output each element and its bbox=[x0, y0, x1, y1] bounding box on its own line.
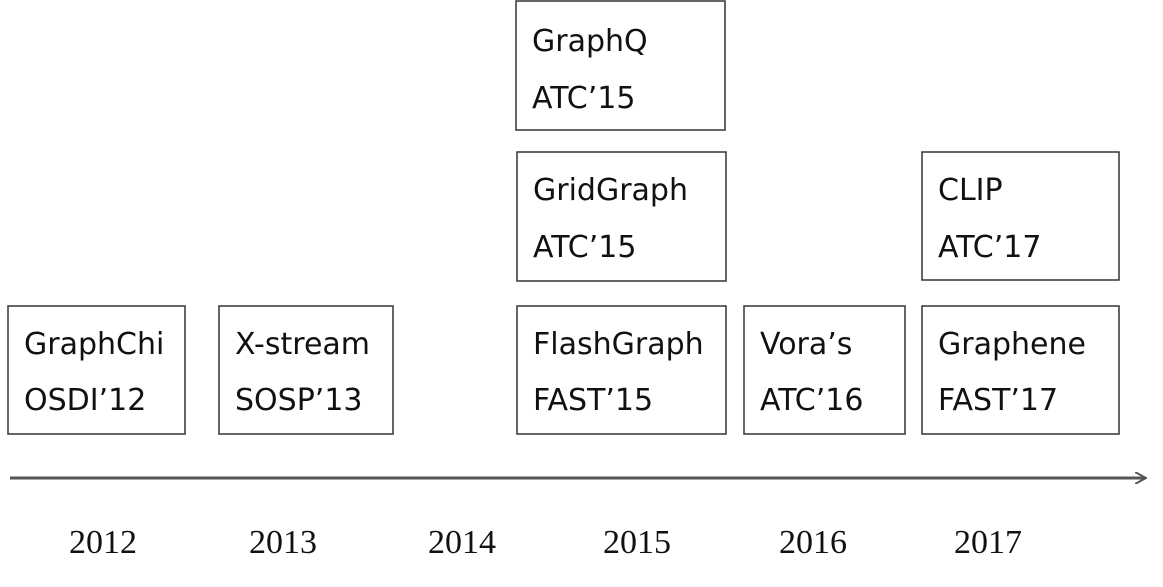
year-label: 2015 bbox=[603, 524, 671, 561]
paper-venue: ATC’16 bbox=[760, 383, 863, 418]
paper-box: X-stream SOSP’13 bbox=[218, 305, 394, 435]
paper-name: Vora’s bbox=[760, 327, 852, 362]
paper-box: FlashGraph FAST’15 bbox=[516, 305, 727, 435]
paper-name: Graphene bbox=[938, 327, 1086, 362]
paper-venue: ATC’17 bbox=[938, 230, 1041, 265]
paper-venue: SOSP’13 bbox=[235, 383, 363, 418]
paper-box: GraphQ ATC’15 bbox=[515, 0, 726, 131]
box-frame bbox=[743, 305, 906, 435]
year-label: 2013 bbox=[249, 524, 317, 561]
paper-name: FlashGraph bbox=[533, 327, 704, 362]
paper-venue: FAST’15 bbox=[533, 383, 653, 418]
paper-name: CLIP bbox=[938, 173, 1003, 208]
year-label: 2012 bbox=[69, 524, 137, 561]
paper-name: GraphQ bbox=[532, 24, 648, 59]
paper-name: GraphChi bbox=[24, 327, 164, 362]
paper-venue: OSDI’12 bbox=[24, 383, 146, 418]
box-frame bbox=[921, 305, 1120, 435]
paper-box: Vora’s ATC’16 bbox=[743, 305, 906, 435]
paper-venue: ATC’15 bbox=[532, 81, 635, 116]
paper-name: GridGraph bbox=[533, 173, 688, 208]
box-frame bbox=[515, 0, 726, 131]
box-frame bbox=[7, 305, 186, 435]
paper-box: GraphChi OSDI’12 bbox=[7, 305, 186, 435]
box-frame bbox=[516, 151, 727, 282]
box-frame bbox=[218, 305, 394, 435]
paper-box: Graphene FAST’17 bbox=[921, 305, 1120, 435]
paper-box: GridGraph ATC’15 bbox=[516, 151, 727, 282]
paper-name: X-stream bbox=[235, 327, 370, 362]
paper-venue: FAST’17 bbox=[938, 383, 1058, 418]
paper-box: CLIP ATC’17 bbox=[921, 151, 1120, 281]
year-label: 2014 bbox=[428, 524, 496, 561]
box-frame bbox=[516, 305, 727, 435]
box-frame bbox=[921, 151, 1120, 281]
paper-venue: ATC’15 bbox=[533, 230, 636, 265]
year-label: 2017 bbox=[954, 524, 1022, 561]
year-label: 2016 bbox=[779, 524, 847, 561]
